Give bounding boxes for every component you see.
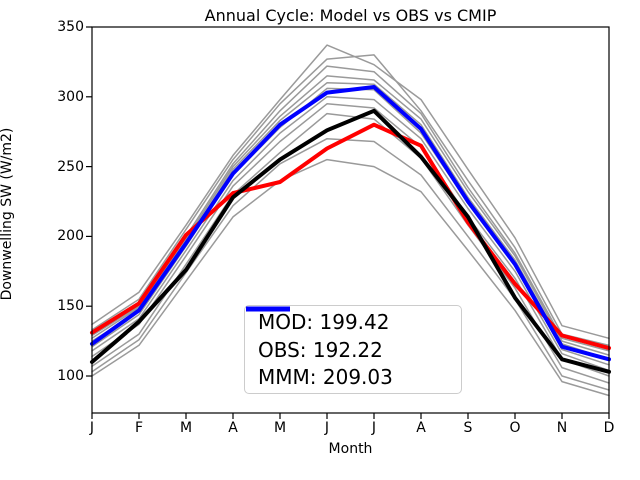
y-axis-label: Downwelling SW (W/m2) <box>0 127 15 301</box>
chart-title: Annual Cycle: Model vs OBS vs CMIP <box>204 6 497 25</box>
x-axis-label: Month <box>328 441 373 457</box>
x-tick-label: J <box>371 420 377 436</box>
y-tick-label: 350 <box>57 19 84 35</box>
legend-label-obs: OBS: 192.22 <box>258 337 383 362</box>
series-CMIP-2-line <box>91 54 610 347</box>
series-CMIP-11-line <box>91 158 610 397</box>
legend-row-mod: MOD: 199.42 <box>246 306 461 336</box>
series-MOD-line <box>90 122 611 351</box>
y-tick-label: 150 <box>57 298 84 315</box>
x-tick-label: M <box>179 420 193 436</box>
x-tick-label: M <box>273 420 287 436</box>
y-tick-label: 200 <box>57 228 84 245</box>
series-CMIP-7-line <box>91 96 610 372</box>
x-tick-label: O <box>509 420 521 436</box>
series-CMIP-4-line <box>91 75 610 356</box>
x-tick-label: F <box>134 420 144 436</box>
legend-label-mod: MOD: 199.42 <box>258 309 390 334</box>
legend-label-mmm: MMM: 209.03 <box>258 365 393 390</box>
x-tick-label: S <box>463 420 473 436</box>
x-tick-label: J <box>324 420 330 436</box>
x-tick-label: J <box>89 420 95 436</box>
mmm-line-swatch <box>246 306 290 312</box>
legend-box: MOD: 199.42 OBS: 192.22 MMM: 209.03 <box>244 305 462 394</box>
x-tick-label: A <box>228 420 238 436</box>
legend-row-obs: OBS: 192.22 <box>246 306 461 364</box>
x-tick-label: D <box>603 420 615 436</box>
y-tick-label: 100 <box>57 368 84 384</box>
axes-spines <box>91 26 610 414</box>
x-tick-label: A <box>416 420 426 436</box>
series-OBS-line <box>90 108 611 374</box>
y-tick-label: 300 <box>57 88 84 105</box>
x-tick-label: N <box>556 420 568 436</box>
series-MMM-line <box>90 85 611 362</box>
y-tick-label: 250 <box>57 158 84 175</box>
legend-row-mmm: MMM: 209.03 <box>246 306 461 391</box>
series-CMIP-10-line <box>91 137 610 391</box>
series-CMIP-1-line <box>91 44 610 340</box>
